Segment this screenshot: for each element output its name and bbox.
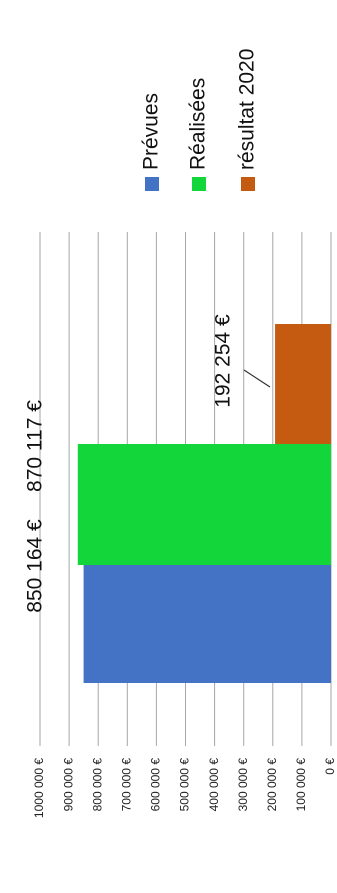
data-labels-layer: 850 164 € 870 117 € 192 254 €: [24, 314, 271, 613]
legend-swatch-realisees: [192, 177, 206, 191]
tick-label: 900 000 €: [61, 758, 75, 812]
data-label-resultat-2020: 192 254 €: [212, 314, 235, 408]
legend-swatch-resultat-2020: [241, 177, 255, 191]
tick-label: 0 €: [323, 758, 337, 775]
axis-tick-labels: 0 € 100 000 € 200 000 € 300 000 € 400 000 € 5…: [32, 758, 337, 818]
legend-label-resultat-2020: résultat 2020: [236, 49, 259, 170]
legend-label-prevues: Prévues: [140, 93, 163, 170]
data-label-prevues: 850 164 €: [24, 519, 47, 613]
leader-line: [243, 369, 271, 388]
tick-label: 700 000 €: [119, 758, 133, 812]
legend-label-realisees: Réalisées: [187, 78, 210, 170]
bar-realisees: [77, 444, 331, 565]
tick-label: 400 000 €: [207, 758, 221, 812]
tick-label: 500 000 €: [178, 758, 192, 812]
bar-prevues: [83, 565, 331, 683]
tick-label: 600 000 €: [149, 758, 163, 812]
legend-swatch-prevues: [145, 177, 159, 191]
tick-label: 300 000 €: [236, 758, 250, 812]
data-label-realisees: 870 117 €: [24, 400, 47, 492]
bar-resultat-2020: [275, 324, 331, 444]
tick-label: 1000 000 €: [32, 758, 46, 818]
tick-label: 200 000 €: [265, 758, 279, 812]
legend: Prévues Réalisées résultat 2020: [140, 49, 259, 191]
tick-label: 800 000 €: [90, 758, 104, 812]
tick-label: 100 000 €: [294, 758, 308, 812]
bars-layer: [77, 324, 331, 683]
